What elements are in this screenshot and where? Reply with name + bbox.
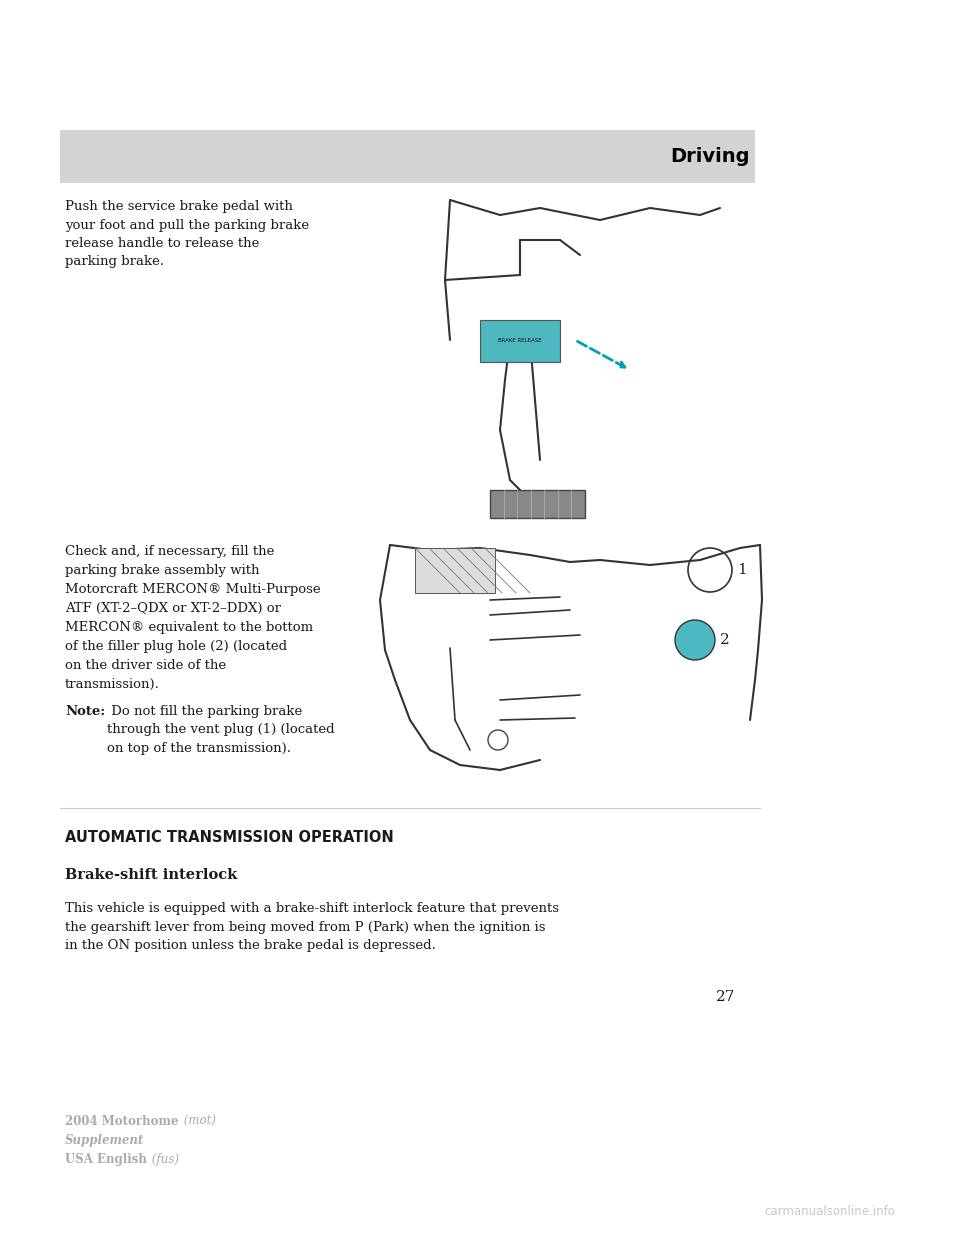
Bar	[480, 320, 560, 361]
Text: Push the service brake pedal with
your foot and pull the parking brake
release h: Push the service brake pedal with your f…	[65, 200, 309, 268]
Bar	[60, 130, 755, 183]
Text: on the driver side of the: on the driver side of the	[65, 660, 227, 672]
Text: 2004 Motorhome: 2004 Motorhome	[65, 1115, 179, 1128]
Text: transmission).: transmission).	[65, 678, 160, 691]
Text: Driving: Driving	[670, 147, 750, 166]
Text: Do not fill the parking brake
through the vent plug (1) (located
on top of the t: Do not fill the parking brake through th…	[107, 705, 335, 755]
Text: parking brake assembly with: parking brake assembly with	[65, 564, 259, 578]
Text: MERCON® equivalent to the bottom: MERCON® equivalent to the bottom	[65, 621, 313, 633]
Text: (mot): (mot)	[180, 1115, 216, 1128]
Text: Brake-shift interlock: Brake-shift interlock	[65, 868, 237, 882]
Bar	[490, 491, 585, 518]
Text: AUTOMATIC TRANSMISSION OPERATION: AUTOMATIC TRANSMISSION OPERATION	[65, 830, 394, 845]
Text: of the filler plug hole (2) (located: of the filler plug hole (2) (located	[65, 640, 287, 653]
Text: Motorcraft MERCON® Multi-Purpose: Motorcraft MERCON® Multi-Purpose	[65, 582, 321, 596]
Text: This vehicle is equipped with a brake-shift interlock feature that prevents
the : This vehicle is equipped with a brake-sh…	[65, 902, 559, 953]
Text: 27: 27	[716, 990, 735, 1004]
Text: (fus): (fus)	[148, 1153, 179, 1166]
Text: 1: 1	[737, 563, 747, 578]
Text: 2: 2	[720, 633, 730, 647]
Text: USA English: USA English	[65, 1153, 147, 1166]
Text: ATF (XT-2–QDX or XT-2–DDX) or: ATF (XT-2–QDX or XT-2–DDX) or	[65, 602, 281, 615]
Bar	[415, 548, 495, 592]
Text: Note:: Note:	[65, 705, 106, 718]
Text: Supplement: Supplement	[65, 1134, 144, 1148]
Text: carmanualsonline.info: carmanualsonline.info	[764, 1205, 895, 1218]
Circle shape	[675, 620, 715, 660]
Text: Check and, if necessary, fill the: Check and, if necessary, fill the	[65, 545, 275, 558]
Text: BRAKE RELEASE: BRAKE RELEASE	[498, 339, 541, 344]
